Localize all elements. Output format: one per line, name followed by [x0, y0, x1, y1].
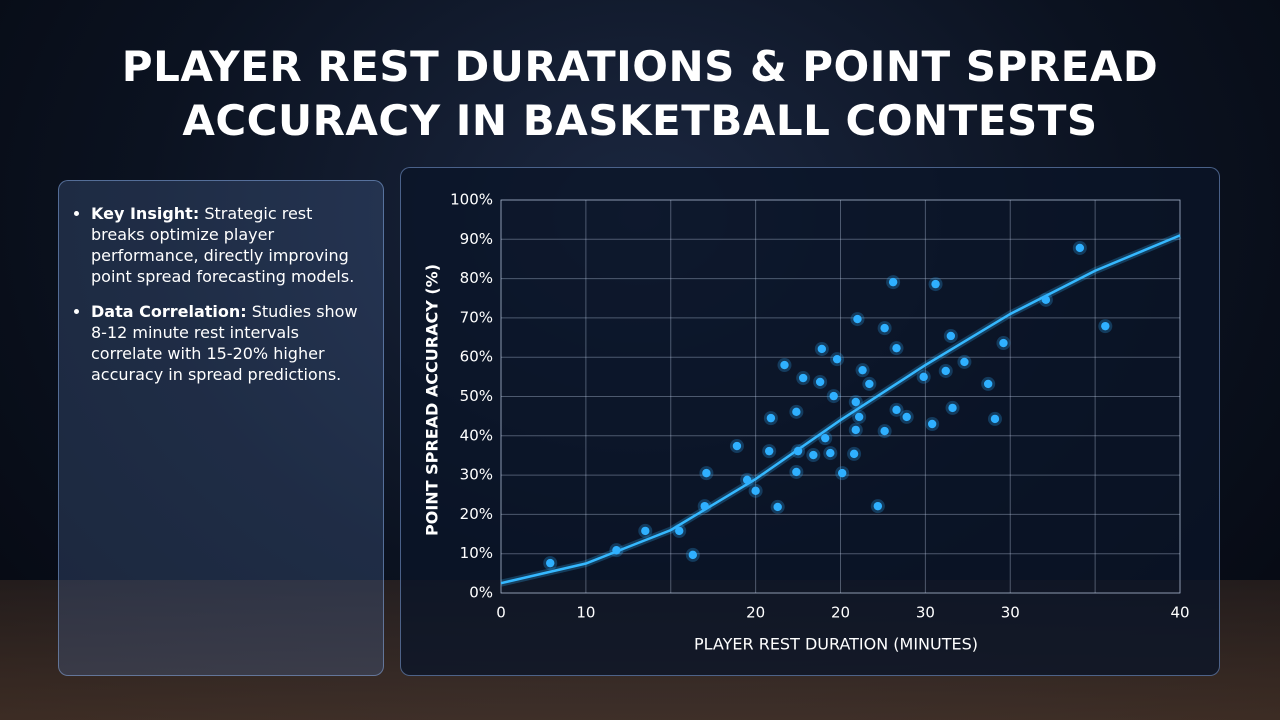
scatter-point	[612, 545, 621, 555]
scatter-point	[851, 425, 860, 435]
insight-item: Data Correlation: Studies show 8-12 minu…	[91, 301, 367, 385]
scatter-point	[960, 357, 969, 367]
chart-panel	[400, 167, 1220, 676]
scatter-point	[742, 475, 752, 485]
scatter-point	[675, 526, 684, 536]
insight-text: Studies show 8-12 minute rest intervals …	[91, 302, 358, 384]
x-tick-label: 30	[916, 604, 935, 622]
scatter-point	[888, 277, 898, 287]
y-axis-label: POINT SPREAD ACCURACY (%)	[423, 264, 442, 536]
insight-label: Key Insight:	[91, 204, 200, 223]
scatter-point	[892, 343, 901, 353]
scatter-point	[751, 486, 760, 496]
y-tick-label: 50%	[460, 387, 493, 405]
scatter-point	[766, 413, 776, 423]
x-tick-label: 20	[746, 604, 765, 622]
scatter-point	[851, 397, 860, 407]
scatter-point	[793, 446, 803, 456]
scatter-point	[849, 449, 859, 459]
scatter-point	[700, 501, 709, 511]
y-tick-label: 20%	[460, 505, 493, 523]
scatter-point	[919, 372, 928, 382]
scatter-point	[865, 379, 874, 389]
insight-label: Data Correlation:	[91, 302, 247, 321]
scatter-point	[1041, 295, 1051, 305]
scatter-point	[946, 331, 956, 341]
scatter-point	[641, 526, 650, 536]
scatter-point	[990, 414, 1000, 424]
insight-list: Key Insight: Strategic rest breaks optim…	[75, 203, 367, 385]
plot-frame	[500, 199, 1181, 594]
scatter-point	[853, 314, 862, 324]
insight-text: Strategic rest breaks optimize player pe…	[91, 204, 355, 286]
y-tick-label: 60%	[460, 348, 493, 366]
scatter-point	[773, 502, 782, 512]
scatter-point	[858, 365, 867, 375]
scatter-point	[826, 448, 835, 458]
y-tick-label: 40%	[460, 426, 493, 444]
scatter-point	[702, 468, 711, 478]
x-axis-label: PLAYER REST DURATION (MINUTES)	[694, 635, 978, 654]
insight-panel: Key Insight: Strategic rest breaks optim…	[58, 180, 384, 676]
y-tick-label: 90%	[460, 230, 493, 248]
scatter-point	[792, 467, 801, 477]
x-tick-label: 30	[1001, 604, 1020, 622]
scatter-point	[546, 558, 555, 568]
chart-title: PLAYER REST DURATIONS & POINT SPREAD ACC…	[121, 42, 1159, 145]
scatter-point	[941, 366, 950, 376]
x-tick-label: 20	[831, 604, 850, 622]
scatter-point	[931, 279, 940, 289]
scatter-point	[809, 450, 818, 460]
scatter-point	[821, 433, 830, 443]
scatter-point	[880, 323, 889, 333]
scatter-point	[765, 446, 774, 456]
scatter-point	[688, 550, 698, 560]
y-tick-label: 80%	[460, 269, 493, 287]
scatter-point	[902, 412, 911, 422]
scatter-point	[832, 354, 842, 364]
y-tick-label: 70%	[460, 308, 493, 326]
scatter-point	[837, 468, 847, 478]
scatter-point	[1101, 321, 1110, 331]
scatter-point	[1075, 243, 1085, 253]
scatter-point	[732, 441, 742, 451]
scatter-point	[817, 344, 827, 354]
scatter-point	[927, 419, 937, 429]
y-tick-label: 0%	[469, 584, 493, 602]
scatter-point	[854, 412, 864, 422]
scatter-point	[792, 407, 801, 417]
scatter-point	[983, 379, 993, 389]
scatter-point	[892, 405, 901, 415]
scatter-point	[798, 373, 808, 383]
scatter-point	[815, 377, 825, 387]
scatter-point	[880, 426, 889, 436]
y-tick-label: 100%	[450, 191, 493, 209]
y-tick-label: 30%	[460, 466, 493, 484]
scatter-point	[873, 501, 883, 511]
scatter-point	[780, 360, 789, 370]
y-tick-label: 10%	[460, 544, 493, 562]
scatter-point	[948, 403, 957, 413]
x-tick-label: 0	[496, 604, 506, 622]
scatter-point	[999, 338, 1008, 348]
x-tick-label: 40	[1170, 604, 1189, 622]
insight-item: Key Insight: Strategic rest breaks optim…	[91, 203, 367, 287]
scatter-point	[829, 391, 838, 401]
x-tick-label: 10	[576, 604, 595, 622]
